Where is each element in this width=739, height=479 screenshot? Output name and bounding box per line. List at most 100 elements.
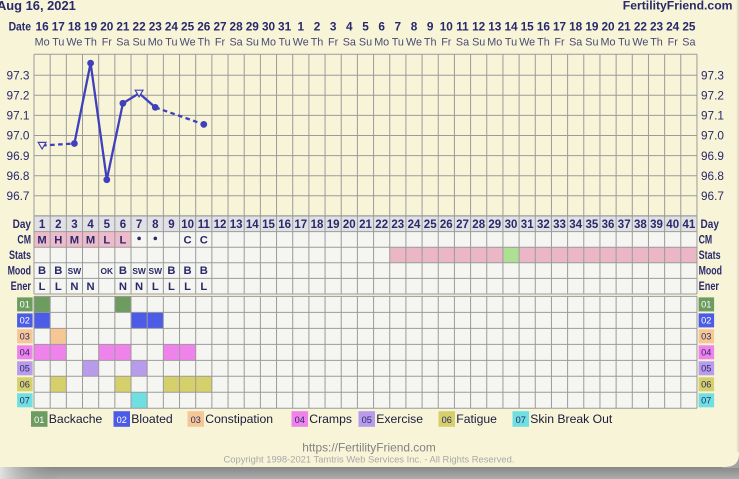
svg-text:27: 27 xyxy=(213,19,227,33)
svg-text:05: 05 xyxy=(701,364,711,374)
svg-text:11: 11 xyxy=(456,19,469,33)
svg-text:FertilityFriend.com: FertilityFriend.com xyxy=(623,0,733,12)
svg-text:Th: Th xyxy=(537,36,550,48)
svg-text:17: 17 xyxy=(553,19,567,33)
svg-text:Sa: Sa xyxy=(343,36,356,48)
svg-text:Mo: Mo xyxy=(487,36,502,48)
svg-text:34: 34 xyxy=(569,219,582,231)
svg-text:N: N xyxy=(87,281,95,293)
svg-text:17: 17 xyxy=(294,219,307,231)
svg-text:Cramps: Cramps xyxy=(309,412,352,426)
svg-text:H: H xyxy=(54,234,62,246)
svg-text:18: 18 xyxy=(311,219,324,231)
svg-text:20: 20 xyxy=(601,19,615,33)
svg-text:97.2: 97.2 xyxy=(701,89,724,103)
svg-text:20: 20 xyxy=(100,19,114,33)
svg-text:Mood: Mood xyxy=(8,266,31,278)
svg-text:Sa: Sa xyxy=(229,36,242,48)
svg-text:Copyright 1998-2021 Tamtris We: Copyright 1998-2021 Tamtris Web Services… xyxy=(224,454,515,465)
svg-text:22: 22 xyxy=(375,219,388,231)
svg-text:6: 6 xyxy=(378,19,385,33)
svg-text:21: 21 xyxy=(359,219,372,231)
svg-text:06: 06 xyxy=(442,415,452,425)
svg-text:22: 22 xyxy=(133,19,147,33)
svg-text:26: 26 xyxy=(197,19,211,33)
svg-text:N: N xyxy=(135,281,143,293)
svg-text:Tu: Tu xyxy=(278,36,290,48)
svg-text:97.1: 97.1 xyxy=(7,109,30,123)
svg-text:21: 21 xyxy=(116,19,130,33)
svg-text:B: B xyxy=(200,265,208,277)
svg-text:04: 04 xyxy=(20,348,30,358)
svg-text:05: 05 xyxy=(20,364,30,374)
svg-text:Fr: Fr xyxy=(554,36,565,48)
svg-text:Fr: Fr xyxy=(441,36,452,48)
svg-text:6: 6 xyxy=(120,219,126,231)
svg-text:30: 30 xyxy=(262,19,276,33)
svg-text:05: 05 xyxy=(362,415,372,425)
svg-text:12: 12 xyxy=(214,219,227,231)
svg-text:Su: Su xyxy=(246,36,259,48)
svg-text:CM: CM xyxy=(17,234,31,246)
svg-text:19: 19 xyxy=(327,219,340,231)
svg-text:2: 2 xyxy=(55,219,61,231)
svg-text:96.7: 96.7 xyxy=(701,189,724,203)
svg-text:4: 4 xyxy=(87,219,94,231)
svg-text:Sa: Sa xyxy=(682,36,695,48)
svg-text:4: 4 xyxy=(346,19,353,33)
svg-text:16: 16 xyxy=(36,19,50,33)
svg-text:Sa: Sa xyxy=(569,36,582,48)
svg-text:7: 7 xyxy=(136,219,142,231)
svg-text:OK: OK xyxy=(101,266,114,276)
svg-text:B: B xyxy=(119,265,127,277)
svg-text:16: 16 xyxy=(278,219,291,231)
svg-text:12: 12 xyxy=(472,19,486,33)
svg-text:97.0: 97.0 xyxy=(7,129,30,143)
svg-text:01: 01 xyxy=(701,300,711,310)
svg-text:Fr: Fr xyxy=(102,36,113,48)
svg-text:07: 07 xyxy=(701,396,711,406)
svg-text:L: L xyxy=(119,234,126,246)
svg-text:3: 3 xyxy=(330,19,337,33)
svg-text:8: 8 xyxy=(152,219,159,231)
svg-text:39: 39 xyxy=(650,219,663,231)
svg-text:SW: SW xyxy=(149,266,163,276)
svg-text:L: L xyxy=(152,281,159,293)
svg-text:9: 9 xyxy=(168,219,174,231)
svg-text:16: 16 xyxy=(537,19,551,33)
svg-text:29: 29 xyxy=(488,219,501,231)
svg-text:SW: SW xyxy=(132,266,146,276)
svg-text:96.9: 96.9 xyxy=(7,149,30,163)
svg-text:We: We xyxy=(180,36,196,48)
svg-text:29: 29 xyxy=(246,19,260,33)
svg-text:Mo: Mo xyxy=(261,36,276,48)
svg-text:5: 5 xyxy=(362,19,369,33)
svg-text:Stats: Stats xyxy=(699,250,721,262)
svg-text:32: 32 xyxy=(537,219,550,231)
svg-text:Fr: Fr xyxy=(328,36,339,48)
svg-text:Mo: Mo xyxy=(35,36,50,48)
svg-text:Mo: Mo xyxy=(601,36,616,48)
svg-text:14: 14 xyxy=(246,219,259,231)
svg-text:B: B xyxy=(38,265,46,277)
svg-text:17: 17 xyxy=(52,19,66,33)
svg-text:Tu: Tu xyxy=(505,36,517,48)
svg-text:96.9: 96.9 xyxy=(701,149,724,163)
svg-text:M: M xyxy=(86,234,95,246)
svg-text:35: 35 xyxy=(586,219,599,231)
svg-text:Ener: Ener xyxy=(699,281,720,293)
svg-text:Th: Th xyxy=(424,36,437,48)
svg-text:Tu: Tu xyxy=(165,36,177,48)
svg-text:Date: Date xyxy=(9,20,32,34)
svg-text:03: 03 xyxy=(191,415,201,425)
svg-text:97.3: 97.3 xyxy=(7,68,30,82)
svg-text:Mood: Mood xyxy=(699,266,722,278)
svg-text:1: 1 xyxy=(298,19,305,33)
svg-text:https://FertilityFriend.com: https://FertilityFriend.com xyxy=(302,441,436,455)
svg-text:03: 03 xyxy=(20,332,30,342)
svg-text:19: 19 xyxy=(84,19,98,33)
svg-text:25: 25 xyxy=(424,219,437,231)
svg-text:5: 5 xyxy=(104,219,111,231)
svg-text:23: 23 xyxy=(650,19,664,33)
svg-text:96.7: 96.7 xyxy=(7,189,30,203)
